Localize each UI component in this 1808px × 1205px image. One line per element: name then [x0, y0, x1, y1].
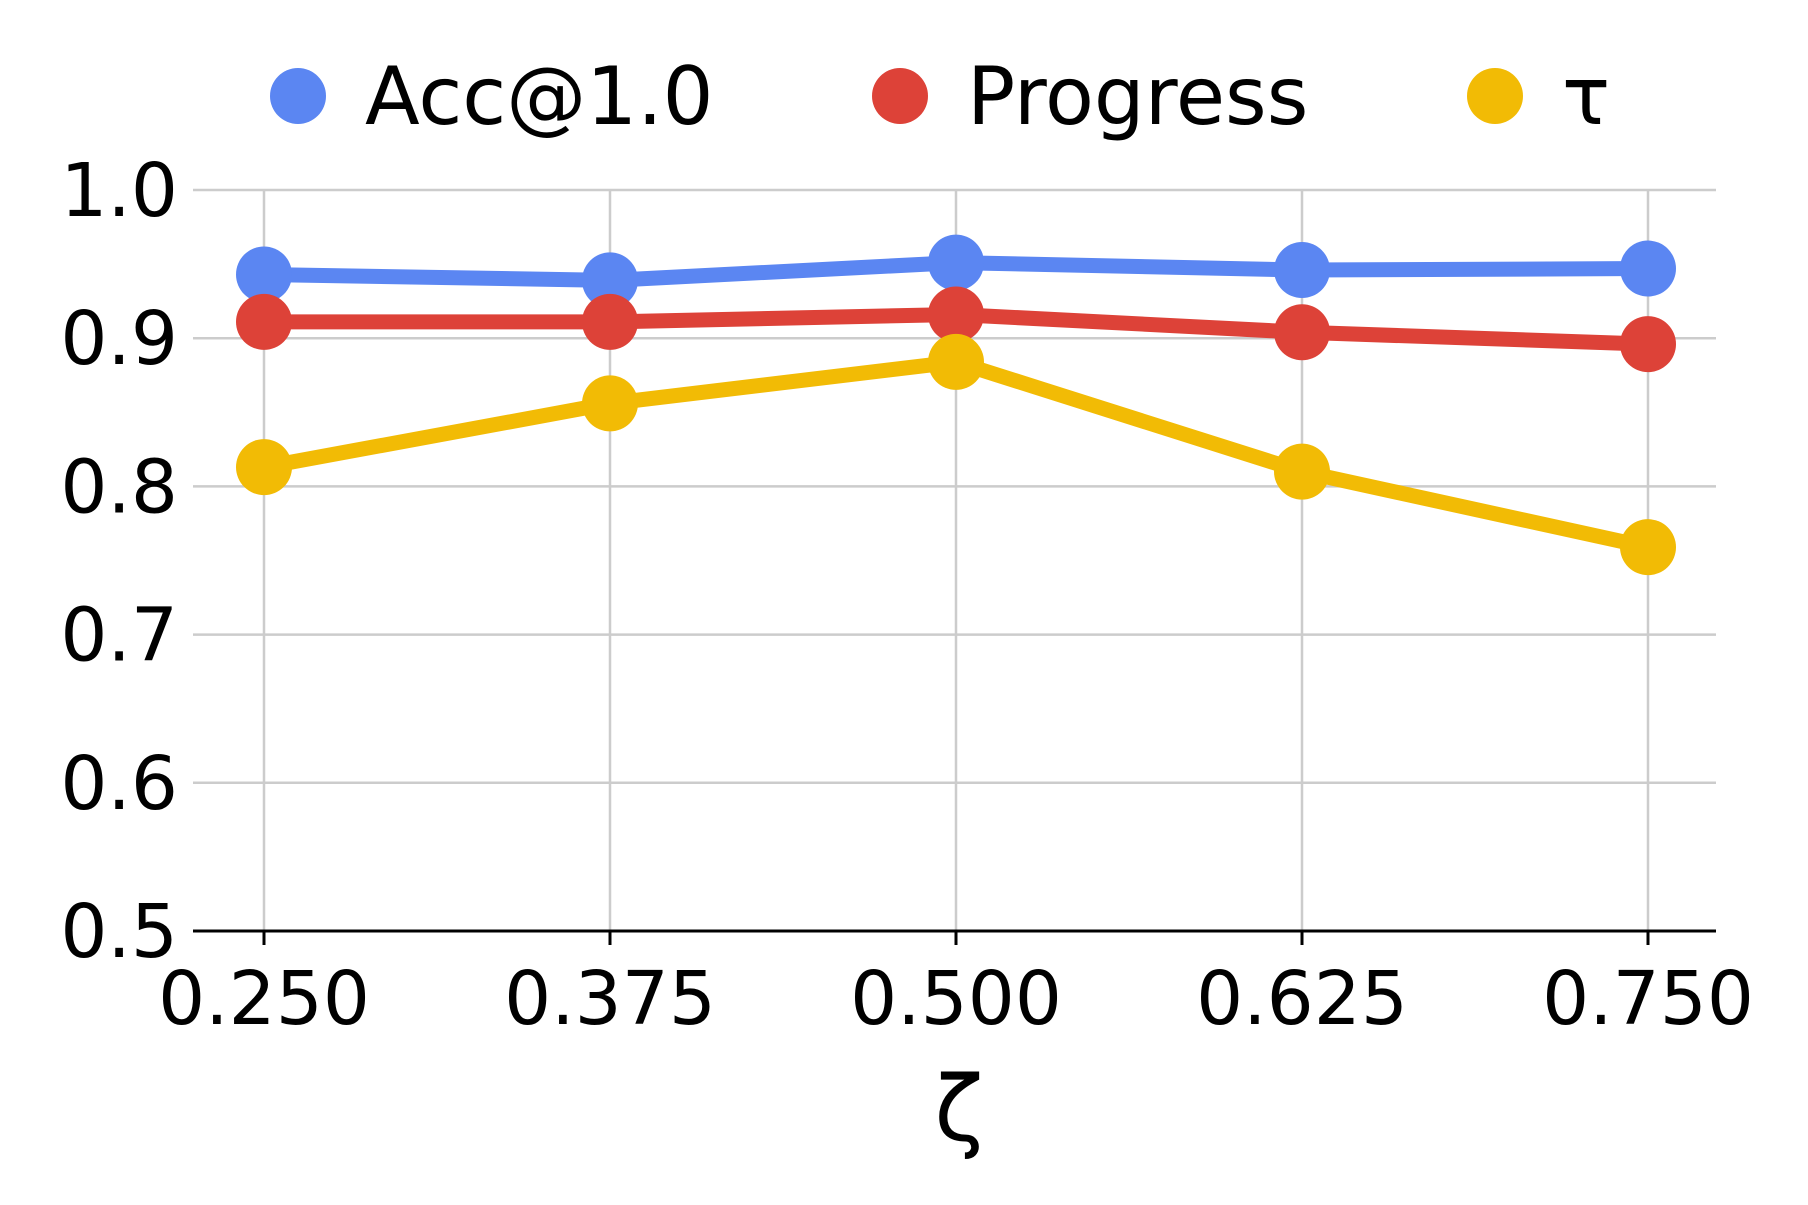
x-tick-label: 0.500: [850, 956, 1062, 1042]
data-point: [1274, 304, 1330, 361]
y-tick-label: 0.6: [60, 741, 178, 827]
y-tick-label: 1.0: [60, 148, 178, 234]
data-point: [236, 246, 292, 303]
y-tick-label: 0.5: [60, 889, 178, 975]
data-point: [1620, 519, 1676, 576]
legend-item: τ: [1467, 50, 1610, 143]
data-point: [236, 439, 292, 496]
legend: Acc@1.0 Progress τ: [270, 50, 1610, 143]
legend-marker: [270, 68, 326, 124]
x-tick-label: 0.625: [1196, 956, 1408, 1042]
data-point: [236, 293, 292, 350]
legend-item: Acc@1.0: [270, 50, 714, 143]
legend-item: Progress: [872, 50, 1308, 143]
data-point: [582, 252, 638, 309]
data-point: [928, 286, 984, 343]
x-tick-label: 0.375: [504, 956, 716, 1042]
axes: [193, 929, 1716, 945]
x-axis-title: ζ: [935, 1057, 984, 1162]
series-lines: [236, 234, 1676, 576]
data-point: [1274, 443, 1330, 500]
legend-label: τ: [1562, 50, 1610, 143]
data-point: [1274, 242, 1330, 299]
y-tick-label: 0.7: [60, 593, 178, 679]
legend-marker: [872, 68, 928, 124]
tick-labels: 0.5 0.6 0.7 0.8 0.9 1.0 0.250 0.375 0.500 0.625 0.…: [60, 148, 1754, 1042]
legend-label: Progress: [967, 50, 1308, 143]
y-tick-label: 0.8: [60, 444, 178, 530]
x-tick-label: 0.250: [158, 956, 370, 1042]
x-tick-label: 0.750: [1542, 956, 1754, 1042]
data-point: [582, 293, 638, 350]
data-point: [1620, 316, 1676, 373]
data-point: [1620, 240, 1676, 297]
series-1: [236, 234, 1676, 309]
series-3: [236, 333, 1676, 576]
data-point: [582, 375, 638, 432]
legend-label: Acc@1.0: [365, 50, 714, 143]
legend-marker: [1467, 68, 1523, 124]
data-point: [928, 234, 984, 291]
data-point: [928, 333, 984, 390]
y-tick-label: 0.9: [60, 296, 178, 382]
series-2: [236, 286, 1676, 373]
